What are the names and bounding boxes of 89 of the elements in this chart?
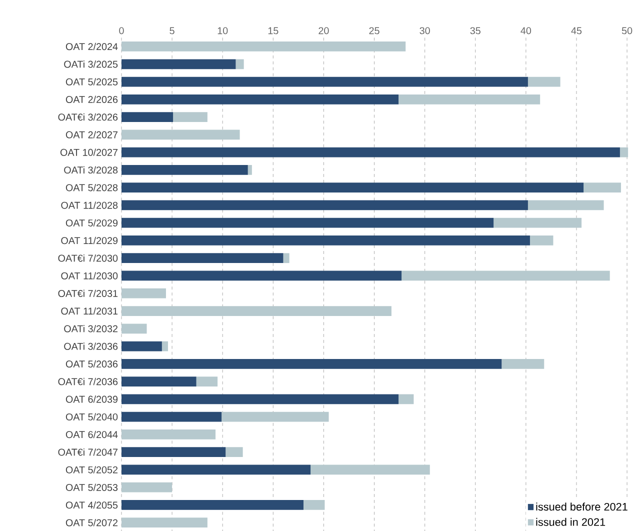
bar xyxy=(121,200,528,210)
bar xyxy=(121,94,399,104)
bar xyxy=(121,41,406,52)
bar xyxy=(402,270,610,280)
y-tick-label: OAT 5/2036 xyxy=(66,360,118,368)
x-tick-label: 0 xyxy=(119,26,124,34)
x-tick-label: 50 xyxy=(622,26,632,34)
y-tick-label: OAT 2/2026 xyxy=(66,96,118,103)
bar xyxy=(620,147,628,158)
bar xyxy=(121,517,208,528)
bar xyxy=(584,182,621,192)
y-tick-label: OAT 5/2040 xyxy=(66,412,118,420)
bar xyxy=(121,306,392,316)
y-tick-label: OAT 6/2044 xyxy=(66,430,118,438)
bar xyxy=(121,464,311,474)
bar xyxy=(121,147,620,158)
legend-label: issued in 2021 xyxy=(536,518,606,526)
y-tick-label: OAT 5/2029 xyxy=(66,219,118,226)
bar xyxy=(121,218,494,228)
bar xyxy=(121,235,530,246)
y-tick-label: OATi 3/2032 xyxy=(64,324,118,332)
bar xyxy=(398,94,540,104)
bar xyxy=(236,58,244,69)
y-tick-label: OAT€i 7/2036 xyxy=(58,378,118,385)
x-tick-label: 15 xyxy=(268,27,278,34)
bar xyxy=(121,130,240,140)
bar xyxy=(222,412,329,422)
bar xyxy=(121,288,166,298)
x-tick-label: 30 xyxy=(420,26,430,34)
x-tick-label: 20 xyxy=(318,26,329,34)
y-tick-label: OAT€i 3/2026 xyxy=(58,113,118,120)
y-tick-label: OAT 5/2052 xyxy=(66,466,118,474)
y-tick-label: OAT 5/2072 xyxy=(66,518,118,526)
bar xyxy=(121,376,196,386)
bar xyxy=(528,200,604,210)
y-tick-label: OAT 6/2039 xyxy=(66,395,118,403)
bar xyxy=(283,252,290,263)
x-tick-label: 25 xyxy=(369,26,380,34)
legend-label: issued before 2021 xyxy=(536,502,628,510)
bar xyxy=(121,76,528,86)
y-tick-label: OAT 11/2029 xyxy=(61,236,118,244)
bar xyxy=(121,341,162,352)
bar xyxy=(173,112,208,122)
y-tick-label: OAT 5/2053 xyxy=(66,484,118,491)
y-tick-label: OAT 11/2028 xyxy=(61,201,118,209)
bar xyxy=(121,429,216,440)
bar xyxy=(121,446,226,457)
bar xyxy=(121,482,172,492)
y-tick-label: OATi 3/2036 xyxy=(64,342,118,350)
y-tick-label: OAT 11/2031 xyxy=(61,307,118,314)
bar xyxy=(528,76,560,86)
bar xyxy=(196,376,218,386)
y-tick-label: OAT€i 7/2047 xyxy=(58,448,118,456)
y-tick-label: OAT 10/2027 xyxy=(60,148,118,156)
bar xyxy=(226,446,243,457)
y-tick-label: OATi 3/2025 xyxy=(64,60,118,68)
bar xyxy=(121,164,248,175)
x-tick-label: 5 xyxy=(170,27,174,34)
bar xyxy=(121,252,284,263)
y-tick-label: OAT 11/2030 xyxy=(61,272,118,280)
bar xyxy=(310,464,430,474)
y-tick-label: OAT€i 7/2031 xyxy=(58,290,118,297)
y-tick-label: OAT€i 7/2030 xyxy=(58,254,118,262)
y-tick-label: OATi 3/2028 xyxy=(64,166,118,174)
y-tick-label: OAT 4/2055 xyxy=(66,501,118,508)
bar xyxy=(121,412,222,422)
bar xyxy=(121,270,402,280)
y-tick-label: OAT 2/2027 xyxy=(66,130,118,138)
bar xyxy=(121,323,147,334)
bar xyxy=(303,500,325,510)
bar xyxy=(248,164,252,175)
x-tick-label: 45 xyxy=(571,27,582,34)
bar xyxy=(121,112,174,122)
bar xyxy=(398,394,414,404)
bar xyxy=(162,341,168,352)
bar xyxy=(121,58,236,69)
bar xyxy=(494,218,582,228)
x-tick-label: 35 xyxy=(470,26,480,34)
x-tick-label: 40 xyxy=(520,26,532,34)
bar xyxy=(121,394,399,404)
bar xyxy=(121,358,502,369)
bar xyxy=(530,235,554,246)
y-tick-label: OAT 5/2025 xyxy=(66,78,118,86)
bar xyxy=(121,500,304,510)
x-tick-label: 10 xyxy=(218,26,228,34)
bar xyxy=(121,182,584,192)
bar xyxy=(502,358,544,369)
y-tick-label: OAT 2/2024 xyxy=(66,42,118,50)
y-tick-label: OAT 5/2028 xyxy=(66,184,118,191)
